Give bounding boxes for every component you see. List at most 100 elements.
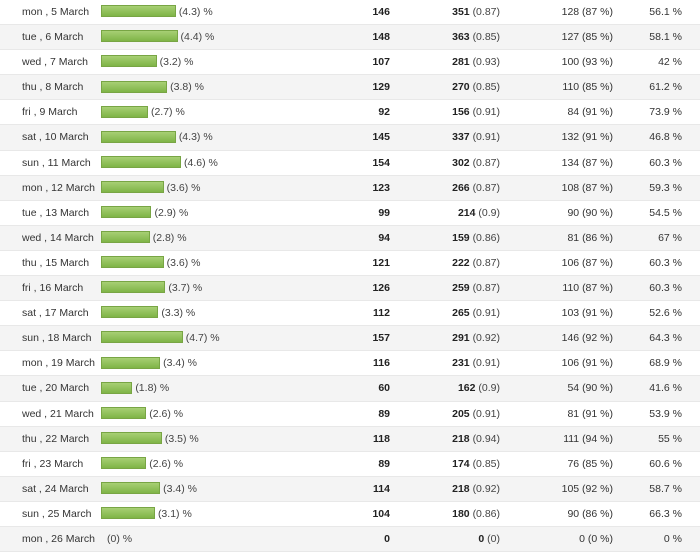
pages-average: (0.91) [472,106,500,119]
pages-average: (0.85) [472,31,500,44]
share-bar [101,80,168,93]
returning-cell: 128 (87 %) [561,6,613,18]
table-row: sat , 10 March (4.3) % 145 337 (0.91) 132 (9… [0,125,700,151]
share-cell: (2.9) % [101,201,261,226]
pages-count: 222 [452,256,470,269]
share-bar [101,306,159,319]
share-bar [101,5,176,18]
share-cell: (4.6) % [101,151,261,176]
returning-cell: 90 (86 %) [567,507,613,520]
pages-average: (0.94) [472,432,500,445]
date-cell: thu , 15 March [22,256,90,269]
pages-average: (0.85) [472,81,500,94]
visits-cell: 104 [372,507,390,520]
share-cell: (4.3) % [101,125,261,150]
bounce-cell: 58.1 % [649,31,682,44]
share-cell: (4.7) % [101,326,261,351]
table-row: sat , 17 March (3.3) % 112 265 (0.91) 103 (9… [0,301,700,327]
returning-cell: 110 (85 %) [562,81,613,94]
share-bar [101,30,178,43]
bounce-cell: 56.1 % [649,6,682,18]
pages-average: (0.9) [478,206,500,219]
pages-cell: 218 (0.92) [420,477,500,502]
pages-average: (0.9) [478,382,500,395]
bounce-cell: 41.6 % [649,382,682,395]
share-percent: (4.6) % [184,156,218,169]
pages-cell: 265 (0.91) [420,301,500,326]
bounce-cell: 53.9 % [649,407,682,420]
visits-cell: 112 [373,307,390,320]
pages-average: (0.91) [472,307,500,320]
table-row: mon , 12 March (3.6) % 123 266 (0.87) 108 (8… [0,175,700,201]
share-cell: (3.7) % [101,276,261,301]
share-percent: (2.6) % [149,407,184,420]
share-bar [101,482,161,494]
returning-cell: 100 (93 %) [561,56,613,69]
pages-cell: 302 (0.87) [420,151,500,176]
share-bar [101,456,147,469]
pages-count: 0 [478,532,485,545]
share-percent: (2.7) % [150,106,185,119]
pages-count: 159 [452,231,470,244]
date-cell: wed , 7 March [22,56,88,69]
pages-average: (0.87) [472,282,500,295]
bounce-cell: 46.8 % [649,131,682,144]
table-row: thu , 15 March (3.6) % 121 222 (0.87) 106 (8… [0,251,700,277]
pages-cell: 351 (0.87) [420,0,500,25]
pages-cell: 231 (0.91) [420,351,500,376]
date-cell: fri , 9 March [22,106,78,119]
returning-cell: 127 (85 %) [561,31,613,44]
share-cell: (3.6) % [101,251,261,276]
returning-cell: 106 (87 %) [561,256,613,269]
table-row: sat , 24 March (3.4) % 114 218 (0.92) 105 (9… [0,476,700,502]
date-cell: mon , 19 March [22,357,95,370]
share-percent: (4.4) % [180,31,215,44]
table-row: wed , 7 March (3.2) % 107 281 (0.93) 100 (93… [0,50,700,76]
pages-average: (0.92) [472,332,500,345]
bounce-cell: 54.5 % [649,206,682,219]
share-bar [101,105,148,118]
bounce-cell: 68.9 % [649,357,682,370]
pages-count: 266 [452,181,470,194]
pages-count: 302 [452,156,470,169]
pages-average: (0.91) [472,357,500,370]
share-bar [101,331,183,344]
share-cell: (3.2) % [101,50,261,75]
share-bar [101,381,133,394]
share-cell: (1.8) % [101,376,261,401]
visits-cell: 99 [378,206,390,219]
visits-cell: 148 [372,31,390,44]
visits-cell: 154 [372,156,390,169]
date-cell: sun , 25 March [22,507,92,520]
share-cell: (4.3) % [101,0,261,25]
date-cell: wed , 21 March [22,407,94,420]
share-percent: (2.9) % [154,206,189,219]
pages-cell: 180 (0.86) [420,502,500,527]
share-bar [101,507,155,520]
share-percent: (3.8) % [170,81,204,94]
bounce-cell: 52.6 % [649,307,682,320]
share-cell: (2.7) % [101,100,261,125]
share-cell: (3.1) % [101,502,261,527]
pages-average: (0.87) [472,256,500,269]
share-percent: (4.3) % [178,131,213,144]
table-row: sun , 25 March (3.1) % 104 180 (0.86) 90 (86… [0,502,700,527]
pages-cell: 162 (0.9) [420,376,500,401]
pages-count: 270 [452,81,470,94]
bounce-cell: 60.3 % [649,156,682,169]
pages-cell: 214 (0.9) [420,201,500,226]
pages-cell: 266 (0.87) [420,176,500,201]
share-bar [101,130,176,143]
pages-count: 218 [452,432,470,445]
share-bar [101,256,164,269]
returning-cell: 81 (91 %) [567,407,613,420]
visits-cell: 89 [378,457,390,470]
share-percent: (3.4) % [163,482,197,495]
share-bar [101,180,164,193]
bounce-cell: 66.3 % [649,507,682,520]
pages-average: (0.85) [472,457,500,470]
table-row: thu , 22 March (3.5) % 118 218 (0.94) 111 (9… [0,426,700,452]
bounce-cell: 42 % [658,56,682,69]
table-row: fri , 16 March (3.7) % 126 259 (0.87) 110 (8… [0,276,700,302]
visits-cell: 94 [378,231,390,244]
